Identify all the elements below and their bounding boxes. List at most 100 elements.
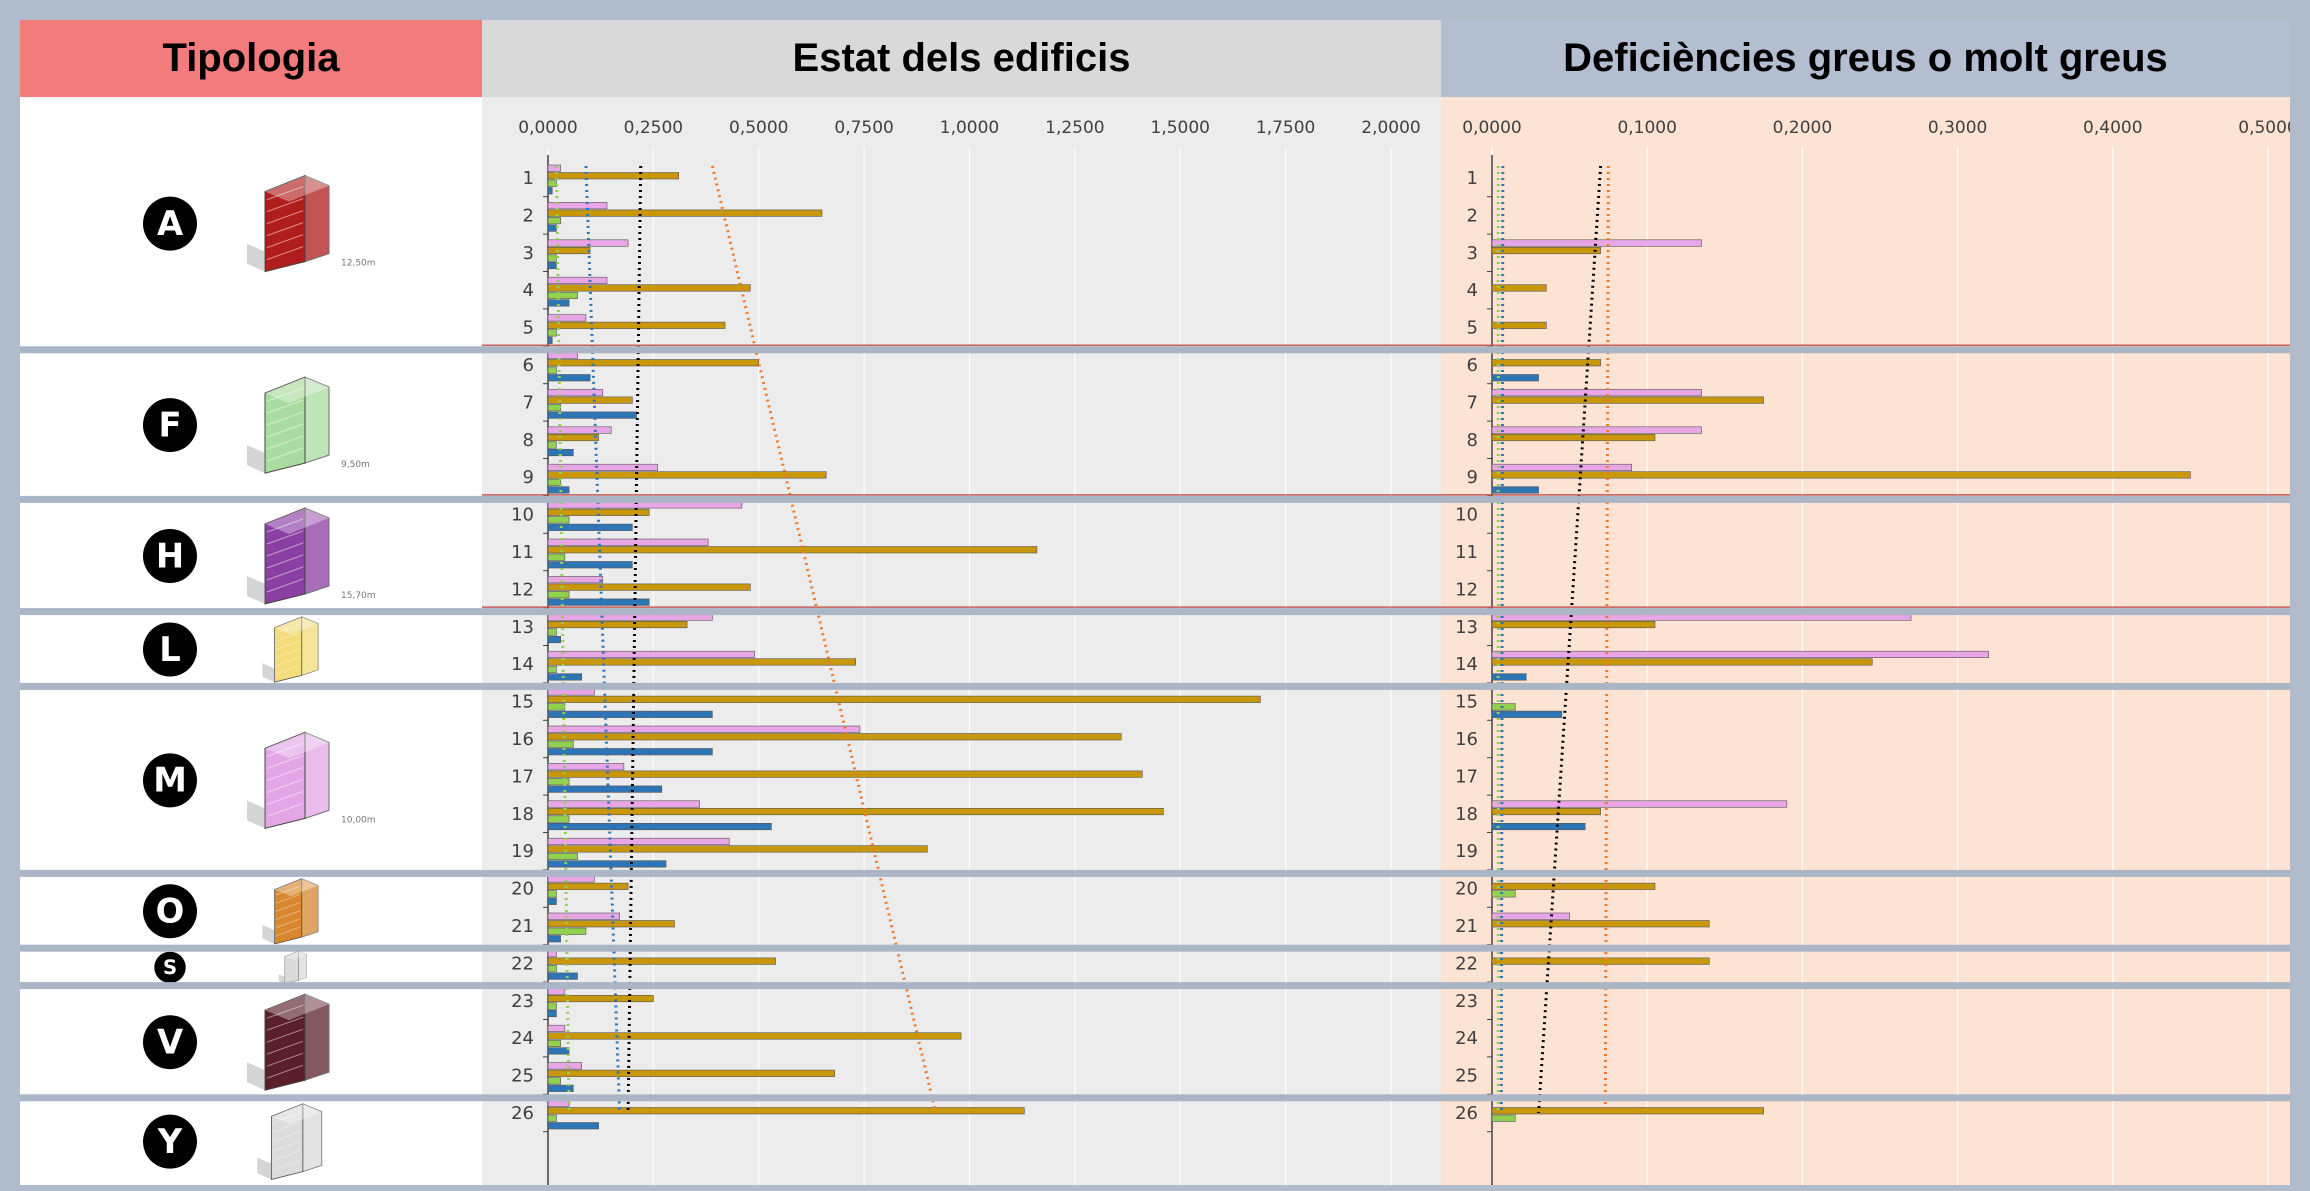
state-bar xyxy=(547,433,599,442)
state-category-label: 22 xyxy=(511,953,534,974)
state-trend-line xyxy=(626,165,643,1114)
building-model-icon xyxy=(257,1103,323,1180)
state-bar xyxy=(547,1032,962,1040)
building-model-icon: 10,00m xyxy=(247,731,376,830)
state-bar xyxy=(547,164,561,172)
state-bar xyxy=(547,187,553,195)
typology-badge xyxy=(143,884,197,939)
deficiencies-category-label: 20 xyxy=(1455,879,1478,900)
deficiencies-category-label: 16 xyxy=(1455,729,1478,750)
state-bar xyxy=(547,875,595,883)
state-bar xyxy=(547,815,570,823)
state-category-label: 25 xyxy=(511,1066,534,1087)
state-bar xyxy=(547,807,1164,816)
deficiencies-bar xyxy=(1491,882,1656,890)
state-bar xyxy=(547,598,650,606)
state-tick-label: 0,7500 xyxy=(834,118,893,138)
state-bar xyxy=(547,254,557,262)
state-tick-label: 1,7500 xyxy=(1256,118,1315,138)
state-category-label: 21 xyxy=(511,916,534,937)
state-bar xyxy=(547,800,701,808)
deficiencies-category-label: 22 xyxy=(1455,953,1478,974)
state-bar xyxy=(547,366,557,374)
state-bar xyxy=(547,441,557,449)
state-bar xyxy=(547,688,595,696)
deficiencies-bar xyxy=(1491,463,1632,472)
typology-o: O xyxy=(143,878,319,945)
state-bar xyxy=(547,478,561,487)
deficiencies-category-label: 10 xyxy=(1455,505,1478,526)
state-tick-label: 1,5000 xyxy=(1151,118,1210,138)
state-tick-label: 0,5000 xyxy=(729,118,788,138)
typology-badge xyxy=(143,398,197,453)
state-bar xyxy=(547,501,743,509)
deficiencies-category-label: 9 xyxy=(1467,467,1478,488)
state-tick-label: 2,0000 xyxy=(1361,118,1420,138)
deficiencies-tick-label: 0,2000 xyxy=(1773,118,1832,138)
state-bar xyxy=(547,1099,570,1107)
state-bar xyxy=(547,179,557,187)
typology-letter: O xyxy=(156,892,185,931)
deficiencies-bar xyxy=(1491,247,1601,255)
state-bar xyxy=(547,1084,574,1092)
state-bar xyxy=(547,845,928,853)
state-bar xyxy=(547,725,861,733)
state-bar xyxy=(547,987,566,995)
state-bar xyxy=(547,262,557,270)
deficiencies-category-label: 4 xyxy=(1467,280,1478,301)
state-bar xyxy=(547,994,654,1003)
deficiencies-category-label: 3 xyxy=(1467,243,1478,264)
state-trend-line xyxy=(554,165,571,1114)
deficiencies-category-label: 13 xyxy=(1455,617,1478,638)
typology-letter: M xyxy=(153,761,187,800)
deficiencies-bar xyxy=(1491,658,1873,666)
state-category-label: 15 xyxy=(511,692,534,713)
deficiencies-bar xyxy=(1491,1107,1764,1115)
deficiencies-bar xyxy=(1491,807,1601,816)
deficiencies-bar xyxy=(1491,890,1516,898)
typology-letter: V xyxy=(157,1023,183,1062)
deficiencies-bar xyxy=(1491,471,2191,479)
state-category-label: 20 xyxy=(511,879,534,900)
typology-letter: A xyxy=(157,204,183,243)
deficiencies-trend-line xyxy=(1603,165,1610,1114)
state-bar xyxy=(547,471,827,479)
state-bar xyxy=(547,1122,599,1130)
deficiencies-bar xyxy=(1491,359,1601,367)
building-model-icon: 12,50m xyxy=(247,174,376,273)
state-bar xyxy=(547,972,578,980)
typology-y: Y xyxy=(143,1103,323,1180)
state-category-label: 18 xyxy=(511,804,534,825)
typology-letter: Y xyxy=(157,1122,183,1161)
deficiencies-tick-label: 0,1000 xyxy=(1617,118,1676,138)
deficiencies-tick-label: 0,5000 xyxy=(2238,118,2290,138)
state-bar xyxy=(547,553,566,561)
deficiencies-bar xyxy=(1491,673,1527,681)
state-bar xyxy=(547,897,557,905)
state-bar xyxy=(547,665,557,674)
state-bar xyxy=(547,912,620,920)
state-bar xyxy=(547,217,561,225)
state-bar xyxy=(547,822,772,831)
deficiencies-tick-label: 0,4000 xyxy=(2083,118,2142,138)
state-bar xyxy=(547,852,578,861)
state-bar xyxy=(547,396,633,404)
state-category-label: 9 xyxy=(523,467,534,488)
state-bar xyxy=(547,770,1143,778)
state-bar xyxy=(547,620,688,629)
deficiencies-bar xyxy=(1491,957,1710,965)
state-trend-line xyxy=(584,165,622,1114)
state-bar xyxy=(547,411,637,419)
state-bar xyxy=(547,785,663,793)
state-category-label: 8 xyxy=(523,430,534,451)
state-category-label: 10 xyxy=(511,505,534,526)
state-category-label: 23 xyxy=(511,991,534,1012)
dimension-label: 12,50m xyxy=(341,259,376,269)
typology-h: H 15,70m xyxy=(143,507,376,605)
deficiencies-bar xyxy=(1491,650,1989,659)
state-category-label: 13 xyxy=(511,617,534,638)
deficiencies-category-label: 7 xyxy=(1467,392,1478,413)
state-bar xyxy=(547,778,570,786)
typology-letter: S xyxy=(163,956,177,979)
